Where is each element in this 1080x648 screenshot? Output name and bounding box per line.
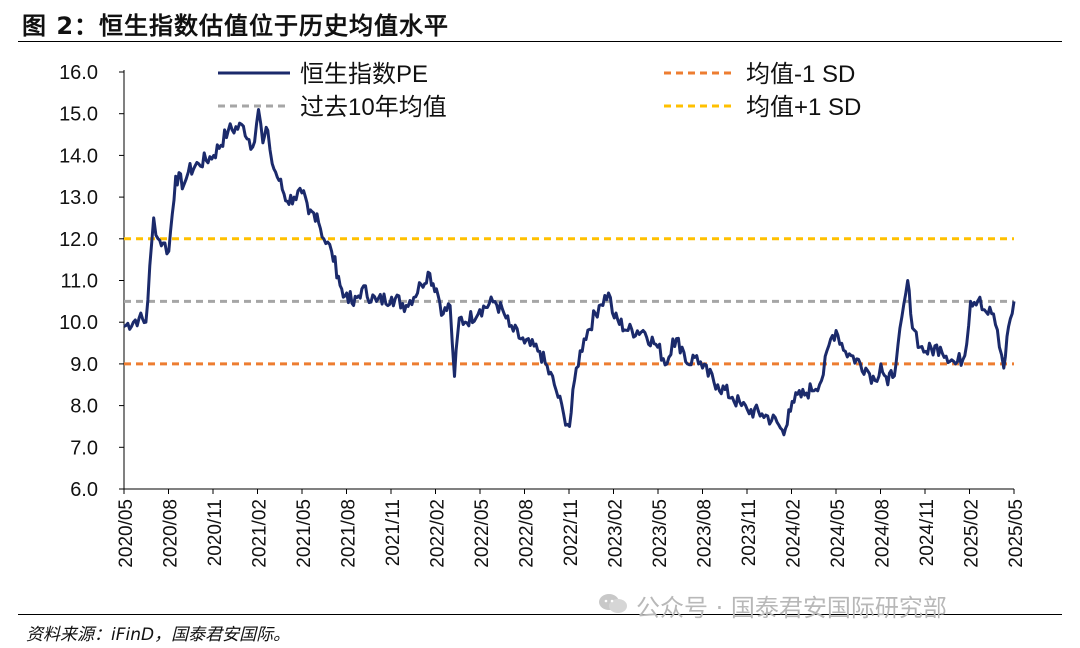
x-tick-label: 2024/05 bbox=[828, 499, 849, 568]
y-tick-label: 11.0 bbox=[61, 271, 98, 293]
series-group bbox=[123, 108, 1016, 437]
figure-title: 图 2：恒生指数估值位于历史均值水平 bbox=[22, 12, 450, 40]
y-tick-label: 16.0 bbox=[59, 62, 98, 84]
y-tick-label: 10.0 bbox=[59, 312, 98, 334]
x-axis: 2020/05 2020/08 2020/11 2021/02 2021/05 2021/… bbox=[116, 488, 1027, 568]
y-tick-label: 13.0 bbox=[59, 187, 98, 209]
y-tick-label: 15.0 bbox=[59, 104, 98, 126]
pe-series-line bbox=[123, 108, 1016, 437]
x-tick-label: 2020/11 bbox=[205, 499, 226, 566]
legend-label-plus_sd: 均值+1 SD bbox=[746, 94, 861, 121]
x-tick-label: 2023/08 bbox=[695, 499, 716, 568]
y-tick-label: 14.0 bbox=[59, 145, 98, 167]
x-tick-label: 2025/05 bbox=[1006, 499, 1027, 568]
y-tick-label: 6.0 bbox=[70, 479, 98, 501]
wechat-icon bbox=[599, 594, 627, 613]
source-note: 资料来源：iFinD，国泰君安国际。 bbox=[26, 625, 291, 645]
x-tick-label: 2021/05 bbox=[294, 499, 315, 568]
x-tick-label: 2020/08 bbox=[161, 499, 182, 568]
x-tick-label: 2024/08 bbox=[873, 499, 894, 568]
watermark: 公众号 · 国泰君安国际研究部 bbox=[636, 594, 947, 622]
x-tick-label: 2022/05 bbox=[472, 499, 493, 568]
legend-label-mean: 过去10年均值 bbox=[300, 94, 447, 121]
y-tick-label: 12.0 bbox=[59, 229, 98, 251]
pe-line-chart: 6.0 7.0 8.0 9.0 10.0 11.0 12.0 13.0 14.0 15.0 16.0… bbox=[59, 61, 1027, 568]
y-tick-label: 8.0 bbox=[70, 396, 98, 418]
legend-label-minus_sd: 均值-1 SD bbox=[746, 61, 855, 88]
x-tick-label: 2021/02 bbox=[250, 499, 271, 568]
x-tick-label: 2023/02 bbox=[606, 499, 627, 568]
title-divider bbox=[18, 41, 1062, 42]
x-tick-label: 2024/02 bbox=[784, 499, 805, 568]
x-tick-label: 2024/11 bbox=[917, 499, 938, 566]
x-tick-label: 2023/11 bbox=[739, 499, 760, 566]
x-tick-label: 2022/02 bbox=[428, 499, 449, 568]
x-tick-label: 2025/02 bbox=[962, 499, 983, 568]
legend: 恒生指数PE 均值-1 SD 过去10年均值 均值+1 SD bbox=[218, 61, 861, 121]
y-axis: 6.0 7.0 8.0 9.0 10.0 11.0 12.0 13.0 14.0 15.0 16.0 bbox=[59, 62, 125, 501]
x-tick-label: 2022/08 bbox=[517, 499, 538, 568]
legend-label-pe: 恒生指数PE bbox=[300, 61, 428, 88]
x-tick-label: 2022/11 bbox=[561, 499, 582, 566]
reference-lines bbox=[124, 237, 1014, 366]
x-tick-label: 2021/08 bbox=[339, 499, 360, 568]
x-tick-label: 2020/05 bbox=[116, 499, 137, 568]
x-tick-label: 2021/11 bbox=[383, 499, 404, 566]
y-tick-label: 9.0 bbox=[70, 354, 98, 376]
x-tick-label: 2023/05 bbox=[650, 499, 671, 568]
footer-divider bbox=[18, 614, 1062, 615]
y-tick-label: 7.0 bbox=[70, 437, 98, 459]
